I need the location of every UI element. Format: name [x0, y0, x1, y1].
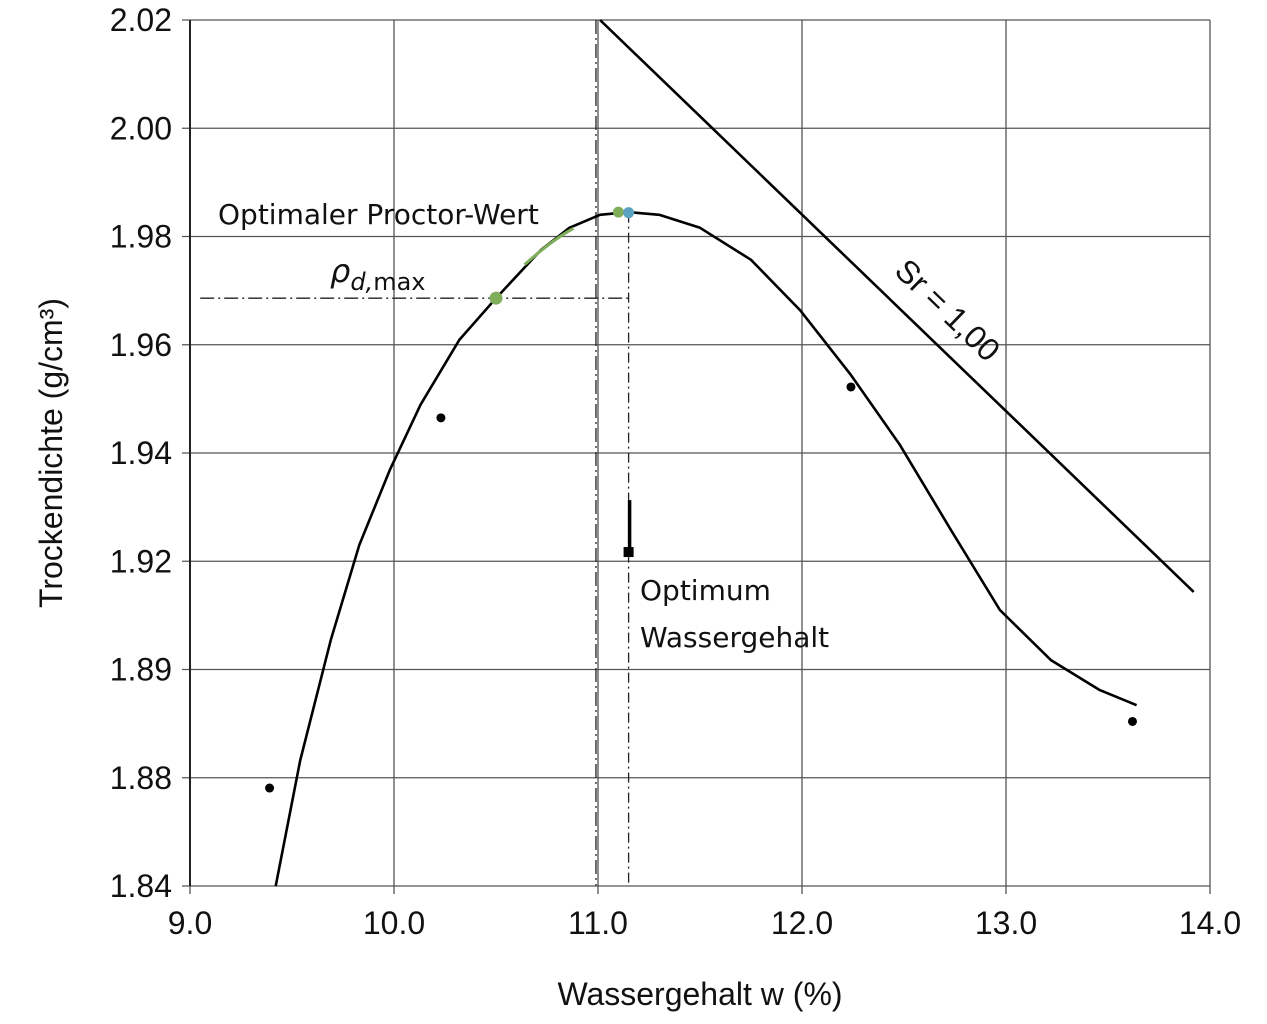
y-tick-label: 1.88: [110, 760, 172, 796]
proctor-curve: [274, 210, 1138, 887]
x-tick-label: 13.0: [975, 905, 1037, 941]
data-point: [436, 413, 446, 423]
optimum-marker: [623, 547, 634, 558]
annotation-optimum-1: Optimum: [640, 574, 771, 607]
rho-suffix: max: [373, 268, 425, 296]
saturation-line: [599, 19, 1195, 593]
reference-lines: [200, 20, 630, 886]
x-tick-label: 12.0: [771, 905, 833, 941]
data-point: [265, 783, 275, 793]
y-tick-label: 1.94: [110, 435, 172, 471]
highlight-point: [623, 207, 635, 219]
y-tick-label: 1.84: [110, 868, 172, 904]
rho-subscript: d,: [350, 268, 373, 296]
grid: [182, 19, 1211, 894]
data-point: [1127, 716, 1137, 726]
y-tick-label: 1.92: [110, 543, 172, 579]
annotation-proctor: Optimaler Proctor-Wert: [218, 198, 539, 231]
highlight-point: [612, 206, 624, 218]
highlight-point: [489, 291, 503, 305]
tick-labels: 9.0 10.0 11.0 12.0 13.0 14.0 2.02 2.00 1.98 1.96 1…: [110, 2, 1241, 941]
x-tick-label: 14.0: [1179, 905, 1241, 941]
y-tick-label: 2.00: [110, 110, 172, 146]
y-axis-label: Trockendichte (g/cm³): [33, 298, 69, 608]
y-tick-label: 1.89: [110, 652, 172, 688]
saturation-line-label: Sr = 1,00: [888, 252, 1007, 369]
data-point: [846, 382, 856, 392]
highlight-segment: [523, 227, 575, 266]
y-tick-label: 2.02: [110, 2, 172, 38]
x-tick-label: 10.0: [363, 905, 425, 941]
x-axis-label: Wassergehalt w (%): [557, 976, 842, 1012]
y-tick-label: 1.96: [110, 327, 172, 363]
annotation-optimum-2: Wassergehalt: [640, 621, 829, 654]
series-marks: [265, 19, 1195, 887]
rho-symbol: ρ: [330, 252, 350, 290]
x-tick-label: 9.0: [168, 905, 212, 941]
annotation-rho-max: ρd,max: [330, 252, 425, 296]
x-tick-label: 11.0: [568, 905, 628, 941]
y-tick-label: 1.98: [110, 219, 172, 255]
